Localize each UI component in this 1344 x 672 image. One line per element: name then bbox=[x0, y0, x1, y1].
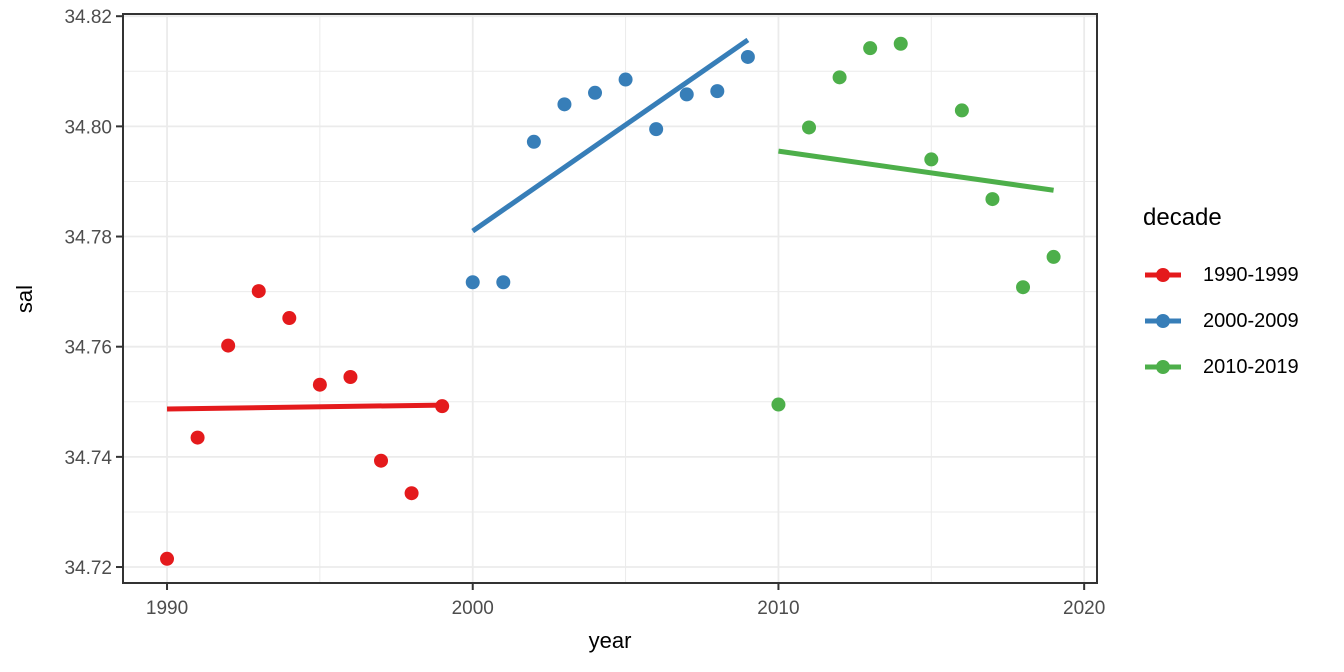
data-point-2010-2019 bbox=[1016, 280, 1031, 295]
data-point-2010-2019 bbox=[1046, 249, 1061, 264]
data-point-2000-2009 bbox=[465, 275, 480, 290]
trend-line-2010-2019 bbox=[778, 148, 1054, 193]
y-tick-label: 34.72 bbox=[64, 558, 112, 579]
legend-title: decade bbox=[1143, 204, 1222, 231]
legend-rows: 1990-1999 2000-2009 2010-2019 bbox=[1143, 252, 1299, 390]
data-point-2010-2019 bbox=[832, 70, 847, 85]
data-point-2000-2009 bbox=[618, 72, 633, 87]
data-point-1990-1999 bbox=[312, 377, 327, 392]
data-point-2010-2019 bbox=[954, 103, 969, 118]
plot-panel bbox=[123, 14, 1097, 583]
x-tick-label: 2000 bbox=[452, 598, 494, 619]
trend-line-1990-1999 bbox=[166, 402, 443, 412]
data-point-2010-2019 bbox=[924, 152, 939, 167]
data-point-1990-1999 bbox=[282, 311, 297, 326]
data-point-1990-1999 bbox=[190, 430, 205, 445]
legend-entry: 1990-1999 bbox=[1143, 252, 1299, 298]
x-tick-label: 2010 bbox=[757, 598, 799, 619]
data-point-2000-2009 bbox=[496, 275, 511, 290]
data-point-2010-2019 bbox=[771, 397, 786, 412]
legend-key-icon bbox=[1145, 314, 1181, 328]
legend-key-dot bbox=[1156, 268, 1170, 282]
data-point-2000-2009 bbox=[710, 84, 725, 99]
legend-key-icon bbox=[1145, 268, 1181, 282]
y-tick-label: 34.82 bbox=[64, 7, 112, 28]
x-tick-label: 1990 bbox=[146, 598, 188, 619]
data-point-2000-2009 bbox=[526, 134, 541, 149]
legend-key-dot bbox=[1156, 314, 1170, 328]
legend: decade 1990-1999 2000-2009 2010-2019 bbox=[1143, 204, 1299, 390]
legend-key-icon bbox=[1145, 360, 1181, 374]
x-tick-label: 2020 bbox=[1063, 598, 1105, 619]
data-point-1990-1999 bbox=[404, 486, 419, 501]
legend-entry-label: 2010-2019 bbox=[1203, 355, 1299, 378]
data-point-2010-2019 bbox=[985, 192, 1000, 207]
data-point-2000-2009 bbox=[588, 85, 603, 100]
y-tick-label: 34.74 bbox=[64, 448, 112, 469]
data-point-2010-2019 bbox=[893, 36, 908, 51]
data-point-2000-2009 bbox=[679, 87, 694, 102]
legend-key-dot bbox=[1156, 360, 1170, 374]
legend-entry-label: 1990-1999 bbox=[1203, 263, 1299, 286]
data-point-2010-2019 bbox=[802, 120, 817, 135]
data-point-2000-2009 bbox=[649, 122, 664, 137]
data-point-2010-2019 bbox=[863, 41, 878, 56]
data-point-1990-1999 bbox=[435, 399, 450, 414]
y-tick-label: 34.78 bbox=[64, 228, 112, 249]
data-point-1990-1999 bbox=[221, 338, 236, 353]
legend-entry-label: 2000-2009 bbox=[1203, 309, 1299, 332]
y-axis-title: sal bbox=[12, 285, 37, 313]
legend-entry: 2010-2019 bbox=[1143, 344, 1299, 390]
data-point-1990-1999 bbox=[343, 369, 358, 384]
data-point-1990-1999 bbox=[160, 551, 175, 566]
trend-line-2000-2009 bbox=[471, 37, 750, 234]
data-point-1990-1999 bbox=[251, 284, 266, 299]
x-axis-title: year bbox=[589, 628, 632, 653]
y-tick-label: 34.76 bbox=[64, 338, 112, 359]
data-point-2000-2009 bbox=[740, 49, 755, 64]
panel-border bbox=[122, 13, 1098, 584]
y-tick-label: 34.80 bbox=[64, 117, 112, 138]
data-point-2000-2009 bbox=[557, 97, 572, 112]
legend-entry: 2000-2009 bbox=[1143, 298, 1299, 344]
data-point-1990-1999 bbox=[374, 453, 389, 468]
